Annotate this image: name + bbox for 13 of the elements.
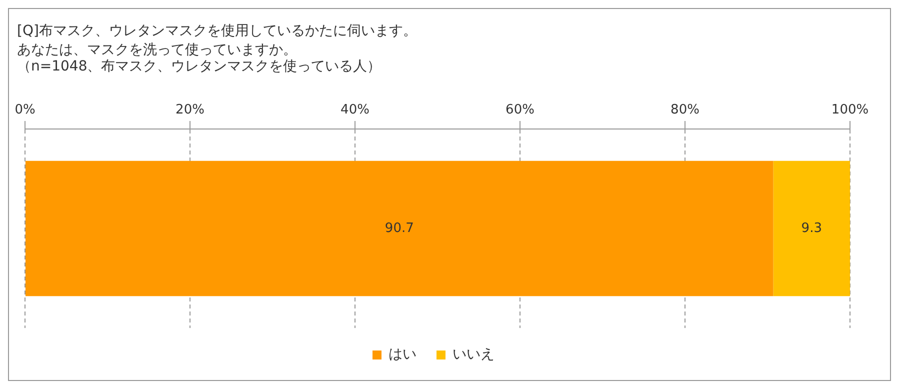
- data-label: 90.7: [384, 220, 414, 236]
- x-tick-label: 20%: [176, 102, 204, 118]
- chart-subtitle: あなたは、マスクを洗って使っていますか。: [17, 42, 297, 58]
- x-tick-label: 80%: [670, 102, 700, 118]
- legend-label: いいえ: [452, 346, 494, 363]
- chart-title: [Q]布マスク、ウレタンマスクを使用しているかたに伺います。: [17, 23, 417, 40]
- legend-label: はい: [388, 346, 416, 363]
- x-tick-label: 60%: [506, 102, 534, 118]
- data-label: 9.3: [801, 220, 822, 236]
- x-tick-label: 0%: [14, 102, 36, 118]
- text: （n=1048、布マスク、ウレタンマスクを使っている人）: [17, 58, 382, 75]
- x-tick-label: 40%: [340, 102, 370, 118]
- x-tick-label: 100%: [831, 102, 869, 118]
